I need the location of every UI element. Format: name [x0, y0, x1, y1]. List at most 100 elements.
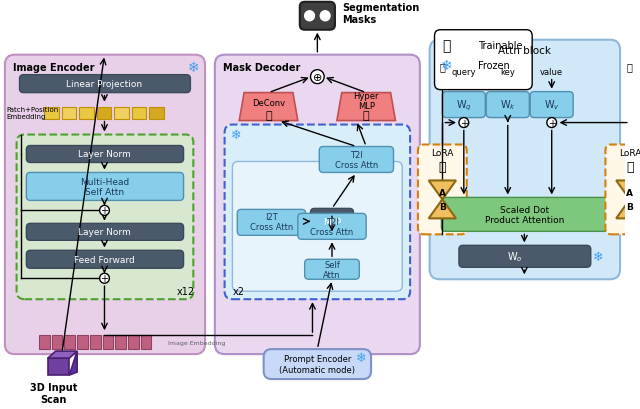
Text: W$_v$: W$_v$ [544, 99, 559, 112]
Text: value: value [540, 68, 563, 77]
FancyBboxPatch shape [418, 145, 467, 235]
Text: LoRA: LoRA [619, 148, 640, 157]
FancyBboxPatch shape [225, 125, 410, 299]
Polygon shape [337, 93, 396, 121]
Text: 🔥: 🔥 [442, 38, 451, 53]
FancyBboxPatch shape [5, 56, 205, 354]
FancyBboxPatch shape [26, 173, 184, 201]
Text: +: + [460, 118, 468, 128]
Text: W$_o$: W$_o$ [507, 250, 522, 263]
Text: 🔥: 🔥 [627, 63, 633, 72]
Bar [115, 335, 126, 349]
FancyBboxPatch shape [26, 251, 184, 269]
Bar [97, 107, 111, 119]
Polygon shape [616, 200, 640, 219]
FancyBboxPatch shape [232, 162, 403, 292]
Circle shape [100, 274, 109, 283]
FancyBboxPatch shape [319, 147, 394, 173]
Text: 🔥: 🔥 [440, 63, 445, 72]
Text: ❄: ❄ [356, 351, 367, 364]
Text: W$_k$: W$_k$ [500, 99, 516, 112]
FancyBboxPatch shape [26, 224, 184, 241]
FancyBboxPatch shape [530, 92, 573, 118]
FancyBboxPatch shape [442, 198, 609, 232]
Bar [79, 107, 93, 119]
Bar [48, 358, 69, 375]
Text: ❄: ❄ [593, 250, 604, 263]
Bar [90, 335, 100, 349]
Text: Hyper
MLP: Hyper MLP [353, 92, 379, 111]
Text: key: key [500, 68, 515, 77]
Bar [61, 107, 76, 119]
Bar [141, 335, 151, 349]
Text: Prompt Encoder
(Automatic mode): Prompt Encoder (Automatic mode) [279, 355, 355, 374]
FancyBboxPatch shape [237, 210, 306, 236]
Text: Image Embedding: Image Embedding [168, 340, 225, 345]
Text: Attn block: Attn block [498, 45, 551, 56]
Bar [128, 335, 139, 349]
Bar [132, 107, 147, 119]
Text: ❄: ❄ [188, 61, 199, 74]
Text: x2: x2 [232, 287, 244, 297]
Text: T2I
Cross Attn: T2I Cross Attn [335, 151, 378, 170]
Bar [65, 335, 75, 349]
Text: Mask Decoder: Mask Decoder [223, 63, 300, 72]
Text: ❄: ❄ [440, 58, 452, 72]
FancyBboxPatch shape [305, 260, 359, 280]
Text: 3D Input
Scan: 3D Input Scan [30, 382, 77, 404]
FancyBboxPatch shape [605, 145, 640, 235]
Bar [44, 107, 59, 119]
FancyBboxPatch shape [215, 56, 420, 354]
Text: T2I
Cross Attn: T2I Cross Attn [310, 217, 354, 236]
Text: Frozen: Frozen [479, 61, 510, 70]
Circle shape [310, 70, 324, 84]
Circle shape [547, 118, 557, 128]
Text: +: + [548, 118, 556, 128]
Text: 🔥: 🔥 [265, 110, 272, 120]
FancyBboxPatch shape [486, 92, 529, 118]
Bar [115, 107, 129, 119]
FancyBboxPatch shape [300, 3, 335, 31]
Polygon shape [429, 200, 456, 219]
Text: Scaled Dot
Product Attention: Scaled Dot Product Attention [484, 205, 564, 225]
Text: x12: x12 [177, 287, 195, 297]
Text: ⊕: ⊕ [313, 72, 322, 83]
Polygon shape [69, 351, 77, 375]
Bar [52, 335, 63, 349]
Text: query: query [452, 68, 476, 77]
Text: 🔥: 🔥 [438, 161, 446, 173]
FancyBboxPatch shape [459, 246, 591, 267]
FancyBboxPatch shape [298, 214, 366, 240]
Text: 🔥: 🔥 [626, 161, 634, 173]
Text: Layer Norm: Layer Norm [78, 228, 131, 237]
Text: Self
Attn: Self Attn [323, 260, 340, 279]
Text: Feed Forward: Feed Forward [74, 255, 135, 264]
FancyBboxPatch shape [429, 40, 620, 280]
Polygon shape [239, 93, 298, 121]
Circle shape [459, 118, 468, 128]
Text: A: A [627, 189, 634, 198]
Text: Segmentation
Masks: Segmentation Masks [342, 3, 419, 25]
Text: +: + [100, 274, 109, 283]
Text: B: B [439, 202, 446, 211]
Text: Multi-Head
Self Attn: Multi-Head Self Attn [80, 177, 129, 197]
Circle shape [305, 12, 314, 22]
Text: +: + [100, 206, 109, 216]
FancyBboxPatch shape [20, 76, 191, 93]
FancyBboxPatch shape [17, 135, 193, 299]
Bar [39, 335, 50, 349]
Text: B: B [627, 202, 633, 211]
Polygon shape [48, 351, 77, 358]
Bar [77, 335, 88, 349]
Text: Linear Projection: Linear Projection [67, 80, 143, 89]
Text: Layer Norm: Layer Norm [78, 150, 131, 159]
Text: MLP: MLP [323, 217, 341, 226]
Text: Trainable: Trainable [479, 40, 523, 51]
Text: A: A [439, 189, 446, 198]
Text: I2T
Cross Attn: I2T Cross Attn [250, 212, 293, 231]
Text: 🔥: 🔥 [363, 110, 369, 120]
Polygon shape [616, 181, 640, 200]
Bar [102, 335, 113, 349]
FancyBboxPatch shape [264, 349, 371, 379]
Text: DeConv: DeConv [252, 99, 285, 108]
